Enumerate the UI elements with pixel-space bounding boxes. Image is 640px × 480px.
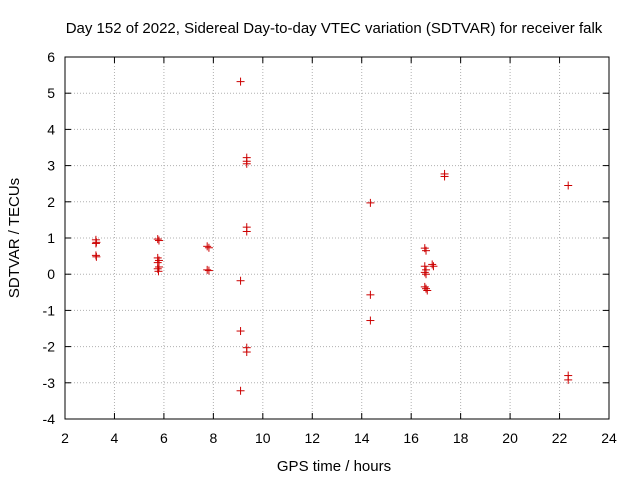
data-point: [242, 348, 251, 357]
y-axis-label: SDTVAR / TECUs: [6, 178, 23, 298]
y-tick-label: 5: [47, 85, 55, 101]
data-point: [422, 284, 431, 293]
data-point: [154, 267, 163, 276]
data-point: [440, 172, 449, 181]
data-point: [92, 252, 101, 261]
x-tick-label: 8: [209, 430, 217, 446]
data-point: [423, 286, 432, 295]
x-tick-label: 10: [255, 430, 271, 446]
data-point: [154, 236, 163, 245]
x-tick-label: 20: [502, 430, 518, 446]
y-tick-label: 2: [47, 194, 55, 210]
data-points: [91, 77, 573, 395]
data-point: [153, 235, 162, 244]
data-point: [236, 386, 245, 395]
data-point: [366, 290, 375, 299]
y-tick-label: 1: [47, 230, 55, 246]
data-point: [429, 262, 438, 271]
x-tick-label: 12: [304, 430, 320, 446]
data-point: [564, 375, 573, 384]
x-tick-label: 18: [453, 430, 469, 446]
chart-title: Day 152 of 2022, Sidereal Day-to-day VTE…: [66, 20, 603, 37]
data-point: [420, 268, 429, 277]
grid: [65, 57, 609, 419]
data-point: [242, 159, 251, 168]
x-tick-label: 2: [61, 430, 69, 446]
data-point: [203, 265, 212, 274]
data-point: [236, 77, 245, 86]
data-point: [422, 246, 431, 255]
y-tick-label: 6: [47, 49, 55, 65]
y-tick-label: 4: [47, 121, 55, 137]
data-point: [203, 242, 212, 251]
data-point: [204, 266, 213, 275]
y-tick-label: 3: [47, 158, 55, 174]
x-tick-label: 14: [354, 430, 370, 446]
data-point: [91, 239, 100, 248]
data-point: [236, 327, 245, 336]
x-tick-label: 6: [160, 430, 168, 446]
x-axis-label: GPS time / hours: [277, 458, 391, 475]
x-tick-label: 16: [403, 430, 419, 446]
x-tick-label: 22: [552, 430, 568, 446]
data-point: [242, 227, 251, 236]
y-tick-label: -3: [43, 375, 56, 391]
data-point: [428, 260, 437, 269]
data-point: [236, 276, 245, 285]
x-tick-label: 4: [111, 430, 119, 446]
x-tick-label: 24: [601, 430, 617, 446]
data-point: [422, 270, 431, 279]
data-point: [366, 316, 375, 325]
y-tick-label: -2: [43, 339, 56, 355]
y-tick-label: 0: [47, 266, 55, 282]
y-tick-label: -4: [43, 411, 56, 427]
data-point: [366, 198, 375, 207]
data-point: [204, 243, 213, 252]
y-tick-label: -1: [43, 302, 56, 318]
data-point: [564, 181, 573, 190]
